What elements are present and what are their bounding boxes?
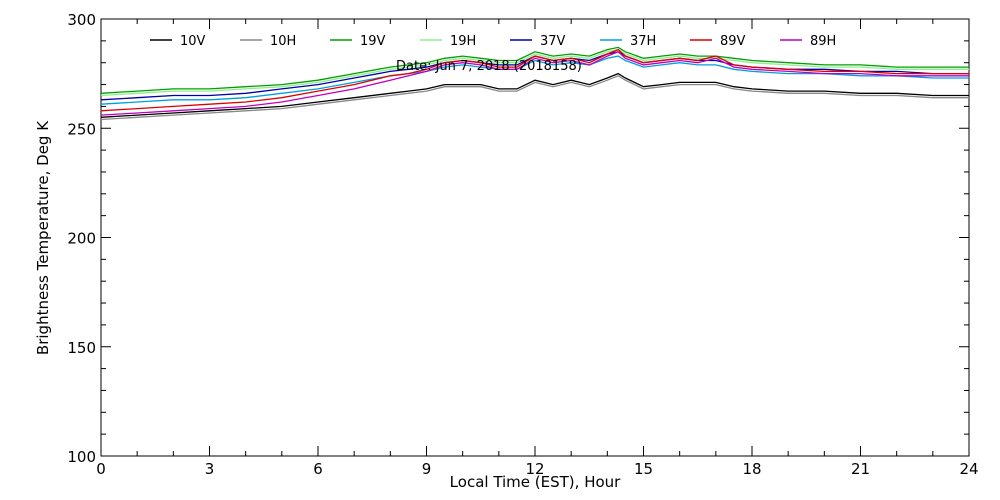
y-tick-label: 150 [67,339,96,357]
legend-label-19v: 19V [360,34,386,49]
legend-label-10v: 10V [180,34,206,49]
series-line-19h [100,48,969,97]
legend-label-37v: 37V [540,34,566,49]
series-line-89v [100,48,969,112]
legend-label-19h: 19H [450,34,476,49]
x-tick-label: 0 [96,460,106,478]
y-tick-label: 300 [67,11,96,29]
x-tick-label: 12 [525,460,544,478]
legend-label-89v: 89V [720,34,746,49]
x-axis-label: Local Time (EST), Hour [450,473,621,491]
x-tick-label: 9 [422,460,432,478]
series-line-37h [100,55,969,105]
legend-label-89h: 89H [810,34,836,49]
legend: 10V 10H 19V 19H 37V 37H 89V 89H [150,34,836,49]
series-lines [100,46,969,121]
axis-ticks: 0 3 6 9 12 15 18 21 24 100 150 200 250 300 [67,11,978,478]
x-tick-label: 18 [742,460,761,478]
plot-frame [100,18,970,457]
legend-label-37h: 37H [630,34,656,49]
y-tick-label: 250 [67,120,96,138]
x-tick-label: 6 [313,460,323,478]
y-tick-label: 100 [67,448,96,466]
series-line-10v [100,72,969,118]
x-tick-label: 15 [634,460,653,478]
y-tick-label: 200 [67,230,96,248]
x-tick-label: 21 [851,460,870,478]
x-tick-label: 3 [205,460,215,478]
legend-label-10h: 10H [270,34,296,49]
date-annotation: Date: Jun 7, 2018 (2018158) [396,59,582,74]
y-axis-label: Brightness Temperature, Deg K [34,120,52,355]
x-tick-label: 24 [959,460,978,478]
series-line-10h [100,75,969,121]
series-line-89h [100,51,969,116]
series-line-19v [100,46,969,94]
